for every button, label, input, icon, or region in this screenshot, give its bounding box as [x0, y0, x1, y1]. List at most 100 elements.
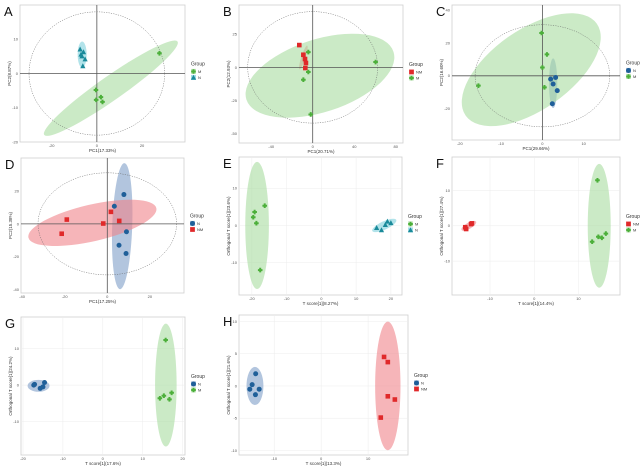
data-point-n: [553, 74, 559, 80]
panel-b: B -40 0 40 80 25 0 -25 -50 PC1(20.71%) PC2(12.93%)…: [223, 4, 423, 154]
data-point-m: [301, 77, 306, 83]
panel-c: C -20 -10 0 10 40 20 0 -20 PC1(29.66%) PC2(16.60%)…: [436, 4, 640, 151]
panel-d: D -40 -20 0 20 20 0 -20 -40 PC1(17.25%) PC2(15.38%…: [5, 157, 204, 304]
y-tick-label: 10: [233, 319, 238, 324]
plot-area: [21, 317, 185, 455]
data-point-nm: [301, 52, 306, 58]
data-point-n: [80, 63, 86, 69]
legend-label: N: [421, 381, 424, 386]
data-point-nm: [116, 218, 122, 224]
data-point-nm: [303, 65, 308, 71]
data-point-m: [373, 59, 378, 65]
data-point-n: [549, 101, 555, 107]
y-tick-label: 20: [15, 188, 20, 193]
data-point-m: [161, 393, 167, 399]
x-tick-label: 0: [541, 141, 544, 146]
x-tick-label: -20: [62, 294, 69, 299]
panel-letter: F: [436, 156, 444, 171]
data-point-m: [163, 337, 168, 343]
data-point-n: [374, 224, 380, 230]
data-point-n: [79, 53, 85, 59]
data-point-m: [254, 220, 259, 226]
panel-h: H -10 0 10 10 5 0 -5 -10 T score[1](13.3%) Orthogo…: [223, 314, 428, 466]
legend-label: NM: [197, 227, 203, 232]
plot-area: [452, 5, 620, 140]
x-axis-label: T score[1](13.3%): [306, 461, 342, 466]
data-point-m: [250, 214, 256, 220]
data-point-n: [111, 203, 117, 209]
data-point-m: [306, 69, 311, 75]
x-tick-label: 0: [312, 144, 315, 149]
x-axis-label: PC1(17.25%): [89, 299, 117, 304]
x-tick-label: -10: [487, 296, 494, 301]
data-point-nm: [392, 397, 398, 402]
y-tick-label: -50: [231, 131, 238, 136]
y-tick-label: -20: [13, 254, 20, 259]
panel-g: G -20 -10 0 10 20 10 0 -10 T score[1](17.6%) Ortho…: [5, 316, 205, 466]
y-tick-label: 0: [448, 223, 451, 228]
data-point-m: [262, 203, 268, 209]
x-tick-label: 0: [320, 296, 323, 301]
x-tick-label: -10: [60, 456, 67, 461]
y-tick-label: 10: [14, 37, 19, 42]
panel-f: F -10 0 10 10 0 -10 T score[1](14.4%) Orthogonal…: [436, 156, 640, 306]
legend-label: M: [633, 74, 636, 79]
y-tick-label: -10: [12, 105, 19, 110]
y-axis-label: PC2(8.87%): [7, 61, 12, 86]
panel-letter: E: [223, 156, 232, 171]
y-axis-label: PC2(15.38%): [8, 211, 13, 239]
legend-marker-nm: [190, 227, 195, 232]
y-tick-label: 0: [17, 382, 20, 387]
x-tick-label: -40: [19, 294, 26, 299]
x-tick-label: 0: [320, 456, 323, 461]
plot-area: [239, 157, 402, 295]
data-point-m: [169, 390, 174, 396]
panel-letter: B: [223, 4, 232, 19]
plot-area: [21, 158, 184, 293]
data-point-nm: [59, 231, 64, 237]
data-point-nm: [385, 359, 391, 365]
legend-marker-m: [626, 74, 631, 79]
hotelling-t2-ellipse: [474, 24, 610, 128]
legend-label: NM: [633, 222, 639, 227]
y-tick-label: 0: [16, 71, 19, 76]
data-point-n: [123, 250, 129, 256]
data-point-m: [476, 83, 481, 88]
data-point-n: [548, 76, 554, 82]
legend-marker-m: [408, 221, 413, 227]
data-point-m: [596, 234, 601, 240]
x-axis-label: T score[1](17.6%): [85, 461, 121, 466]
panel-letter: G: [5, 316, 15, 331]
x-tick-label: -40: [268, 144, 275, 149]
legend-label: N: [197, 221, 200, 226]
y-tick-label: -20: [12, 139, 19, 144]
legend-marker-m: [626, 227, 631, 233]
panel-e: E -20 -10 0 10 20 10 0 -10 T score[1](8.27%) Ortho…: [223, 156, 422, 306]
x-tick-label: 80: [394, 144, 399, 149]
x-tick-label: 20: [180, 456, 185, 461]
x-tick-label: 10: [354, 296, 359, 301]
data-point-nm: [100, 221, 106, 226]
data-point-n: [550, 81, 556, 87]
hotelling-t2-ellipse: [37, 172, 177, 276]
legend-label: M: [416, 76, 419, 81]
x-tick-label: 0: [96, 143, 99, 148]
data-point-m: [93, 87, 99, 93]
data-point-m: [542, 85, 547, 90]
data-point-m: [98, 94, 104, 100]
data-point-n: [121, 192, 127, 198]
data-point-m: [257, 267, 263, 273]
x-tick-label: 10: [576, 296, 581, 301]
y-tick-label: 10: [233, 186, 238, 191]
x-tick-label: 10: [366, 456, 371, 461]
data-point-m: [603, 231, 609, 236]
legend-title: Group: [191, 62, 205, 68]
legend-title: Group: [414, 373, 428, 379]
y-tick-label: 0: [235, 223, 238, 228]
plot-area: [20, 5, 185, 142]
y-axis-label: Orthogonal T score[1](21.6%): [226, 355, 231, 415]
x-tick-label: -10: [284, 296, 291, 301]
